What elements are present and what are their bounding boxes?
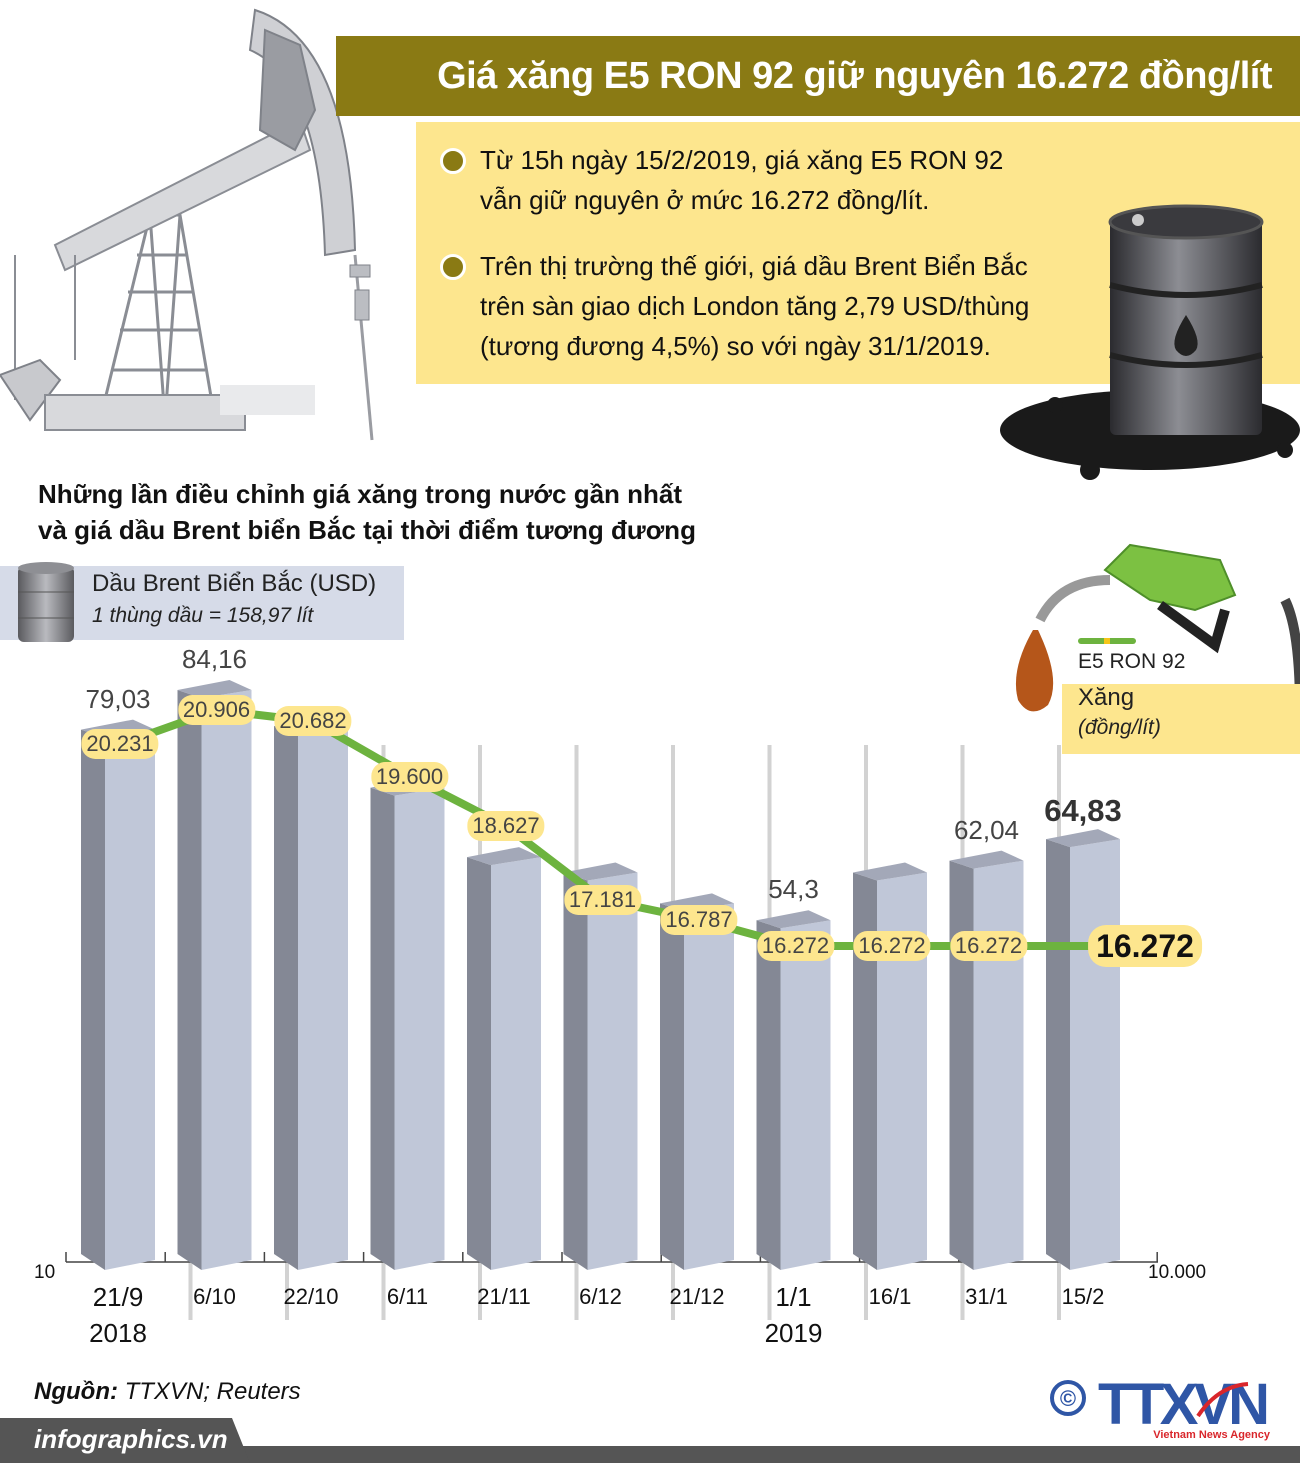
ron-92-marker-icon <box>1078 638 1136 644</box>
x-category-label: 21/9 2018 <box>89 1282 147 1348</box>
legend-brent-label: Dầu Brent Biển Bắc (USD) <box>92 570 377 597</box>
bullet-2-line-1: Trên thị trường thế giới, giá dầu Brent … <box>480 251 1028 281</box>
ttxvn-logo: © TTXVN Vietnam News Agency <box>1050 1376 1271 1441</box>
brent-bar <box>274 715 348 1270</box>
bullet-2-line-2: trên sàn giao dịch London tăng 2,79 USD/… <box>480 291 1030 321</box>
x-category-label: 21/12 <box>669 1284 725 1309</box>
svg-text:Vietnam News Agency: Vietnam News Agency <box>1153 1429 1271 1441</box>
gasoline-price-label: 17.181 <box>563 884 642 915</box>
brent-bar <box>467 847 541 1270</box>
brent-value-label: 79,03 <box>85 683 151 714</box>
legend-xang-label: Xăng <box>1078 684 1135 711</box>
y-axis-right-base: 10.000 <box>1148 1262 1207 1283</box>
y-axis-left-base: 10 <box>34 1262 56 1283</box>
gasoline-price-label: 19.600 <box>370 761 449 792</box>
gasoline-price-label: 16.272 <box>756 931 835 961</box>
brent-value-label: 62,04 <box>953 814 1020 845</box>
x-category-label: 6/11 <box>386 1284 429 1309</box>
brent-bar <box>563 862 638 1270</box>
oil-barrel-icon <box>1000 204 1300 480</box>
brent-bar <box>660 893 734 1270</box>
x-category-label: 6/12 <box>579 1284 622 1309</box>
brent-bar <box>949 850 1024 1270</box>
brent-value-label: 64,83 <box>1044 793 1122 829</box>
info-bullet-1: Từ 15h ngày 15/2/2019, giá xăng E5 RON 9… <box>440 140 1003 220</box>
title-banner: Giá xăng E5 RON 92 giữ nguyên 16.272 đồn… <box>336 36 1300 116</box>
subtitle-line-2: và giá dầu Brent biển Bắc tại thời điểm … <box>38 515 696 545</box>
combo-chart <box>65 680 1158 1320</box>
gasoline-price-label: 20.682 <box>274 706 352 737</box>
legend-brent-note: 1 thùng dầu = 158,97 lít <box>92 604 314 627</box>
brent-bar <box>370 777 445 1270</box>
svg-text:©: © <box>1060 1386 1076 1411</box>
legend-ron-label: E5 RON 92 <box>1078 650 1186 673</box>
gasoline-price-label: 20.906 <box>177 695 256 725</box>
gasoline-price-label: 16.272 <box>853 931 931 961</box>
legend-xang-box <box>1062 684 1300 754</box>
brent-bar <box>756 910 831 1270</box>
small-barrel-icon <box>18 562 74 642</box>
x-category-label: 22/10 <box>283 1284 339 1309</box>
gasoline-price-label: 16.787 <box>660 904 738 935</box>
x-category-label: 16/1 <box>868 1284 912 1309</box>
subtitle-line-1: Những lần điều chỉnh giá xăng trong nước… <box>38 479 683 509</box>
bullet-1-line-1: Từ 15h ngày 15/2/2019, giá xăng E5 RON 9… <box>480 145 1004 175</box>
x-category-label: 6/10 <box>193 1284 236 1309</box>
bullet-dot-icon <box>440 148 466 174</box>
brent-bar <box>177 680 252 1270</box>
x-category-label: 15/2 <box>1061 1284 1105 1309</box>
source-note: Nguồn: TTXVN; Reuters <box>34 1378 301 1405</box>
x-category-label: 1/1 2019 <box>764 1282 823 1348</box>
brent-bar <box>81 719 155 1270</box>
footer-site-tab[interactable]: infographics.vn <box>0 1418 250 1463</box>
site-link[interactable]: infographics.vn <box>34 1424 228 1454</box>
x-category-label: 21/11 <box>477 1284 531 1309</box>
x-category-label: 31/1 <box>965 1284 1008 1309</box>
legend-xang-unit: (đồng/lít) <box>1078 716 1161 739</box>
footer-bar <box>0 1446 1300 1463</box>
gasoline-price-label: 20.231 <box>81 729 159 760</box>
bullet-1-line-2: vẫn giữ nguyên ở mức 16.272 đồng/lít. <box>480 185 930 215</box>
gasoline-price-label: 16.272 <box>1088 925 1202 967</box>
brent-bar <box>853 862 927 1270</box>
bullet-dot-icon <box>440 254 466 280</box>
gasoline-price-label: 16.272 <box>949 931 1028 961</box>
chart-subtitle: Những lần điều chỉnh giá xăng trong nước… <box>38 476 696 548</box>
gasoline-price-label: 18.627 <box>467 811 545 842</box>
brent-bar <box>1046 829 1120 1270</box>
legend-brent: Dầu Brent Biển Bắc (USD) 1 thùng dầu = 1… <box>0 562 404 642</box>
pump-jack-illustration <box>0 8 374 441</box>
bullet-2-line-3: (tương đương 4,5%) so với ngày 31/1/2019… <box>480 331 991 361</box>
brent-value-label: 84,16 <box>181 644 248 674</box>
info-bullet-2: Trên thị trường thế giới, giá dầu Brent … <box>440 246 1029 366</box>
page-title: Giá xăng E5 RON 92 giữ nguyên 16.272 đồn… <box>437 54 1272 97</box>
brent-value-label: 54,3 <box>768 874 819 905</box>
